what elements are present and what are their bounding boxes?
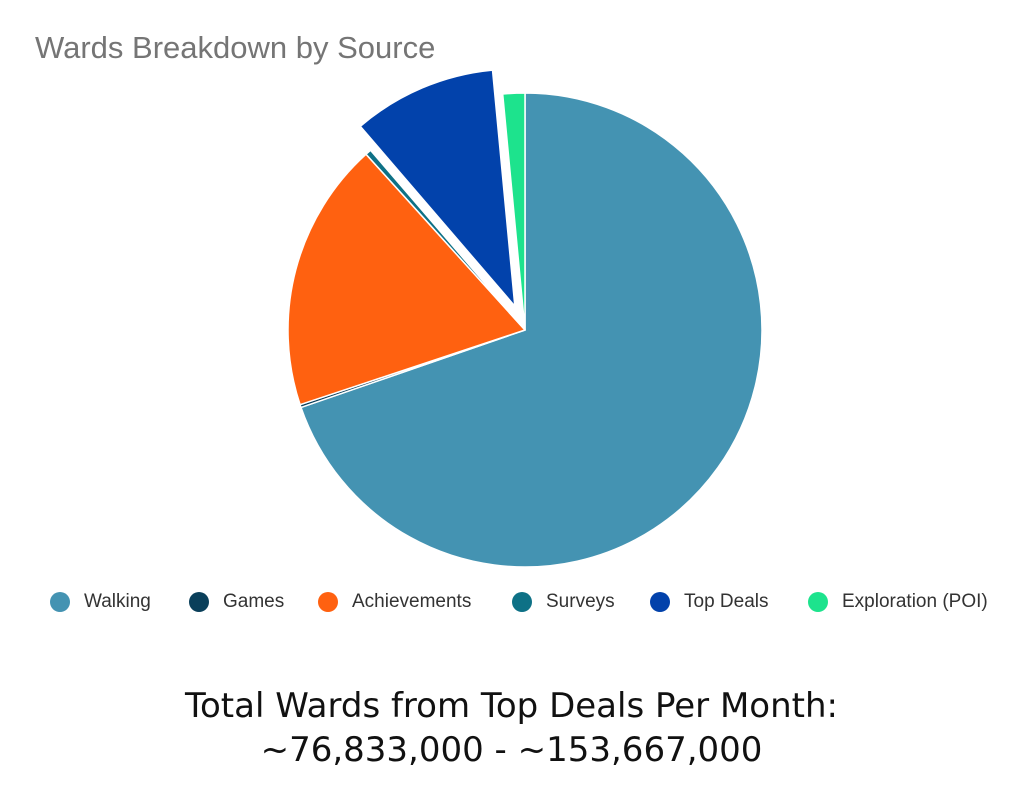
legend-swatch-walking [50,592,70,612]
legend-label-surveys: Surveys [546,591,615,612]
pie-slice-surveys[interactable] [365,149,526,331]
legend-item-top-deals[interactable]: Top Deals [650,587,769,617]
pie-chart [287,69,763,568]
legend-swatch-top-deals [650,592,670,612]
caption-line-2: ~76,833,000 - ~153,667,000 [260,730,763,770]
chart-title: Wards Breakdown by Source [35,30,436,65]
pie-slice-walking[interactable] [300,92,763,568]
legend-swatch-exploration-poi [808,592,828,612]
legend-label-walking: Walking [84,591,151,612]
legend-label-top-deals: Top Deals [684,591,769,612]
legend-item-exploration-poi[interactable]: Exploration (POI) [808,587,988,617]
legend-label-achievements: Achievements [352,591,472,612]
caption-line-1: Total Wards from Top Deals Per Month: [184,686,838,726]
pie-slice-achievements[interactable] [287,153,526,406]
legend-swatch-surveys [512,592,532,612]
legend-label-games: Games [223,591,285,612]
legend-item-games[interactable]: Games [189,587,284,617]
chart-legend: Walking Games Achievements Surveys Top D… [0,587,1023,617]
pie-slice-top-deals[interactable] [359,69,516,307]
legend-item-achievements[interactable]: Achievements [318,587,471,617]
legend-label-exploration-poi: Exploration (POI) [842,591,988,612]
legend-item-surveys[interactable]: Surveys [512,587,615,617]
legend-swatch-achievements [318,592,338,612]
legend-swatch-games [189,592,209,612]
pie-slice-exploration-poi[interactable] [501,92,526,331]
legend-item-walking[interactable]: Walking [50,587,151,617]
